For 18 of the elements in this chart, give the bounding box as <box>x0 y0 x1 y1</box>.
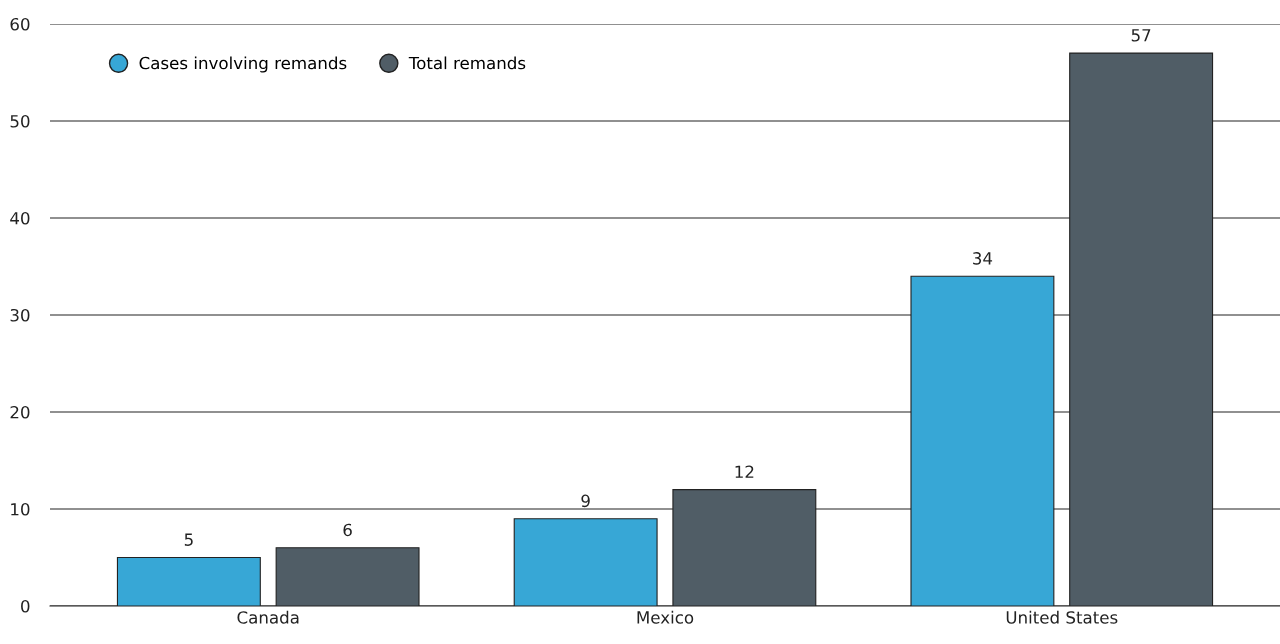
data-label: 6 <box>343 523 352 537</box>
data-label: 5 <box>184 533 193 546</box>
data-label: 34 <box>973 252 993 265</box>
data-label: 12 <box>735 465 754 478</box>
x-tick-label: United States <box>1006 610 1118 624</box>
data-label: 9 <box>581 494 590 508</box>
x-tick-label: Canada <box>237 610 299 624</box>
legend-label: Cases involving remands <box>139 56 347 73</box>
y-tick-label: 30 <box>10 308 30 322</box>
y-tick-label: 60 <box>10 17 30 31</box>
y-tick-label: 0 <box>21 599 30 613</box>
data-label: 57 <box>1131 29 1151 42</box>
y-tick-label: 40 <box>10 211 30 225</box>
y-tick-label: 50 <box>10 114 30 128</box>
y-tick-label: 10 <box>11 502 30 516</box>
legend-label: Total remands <box>408 56 526 70</box>
y-tick-label: 20 <box>10 405 30 419</box>
x-tick-label: Mexico <box>637 610 694 624</box>
